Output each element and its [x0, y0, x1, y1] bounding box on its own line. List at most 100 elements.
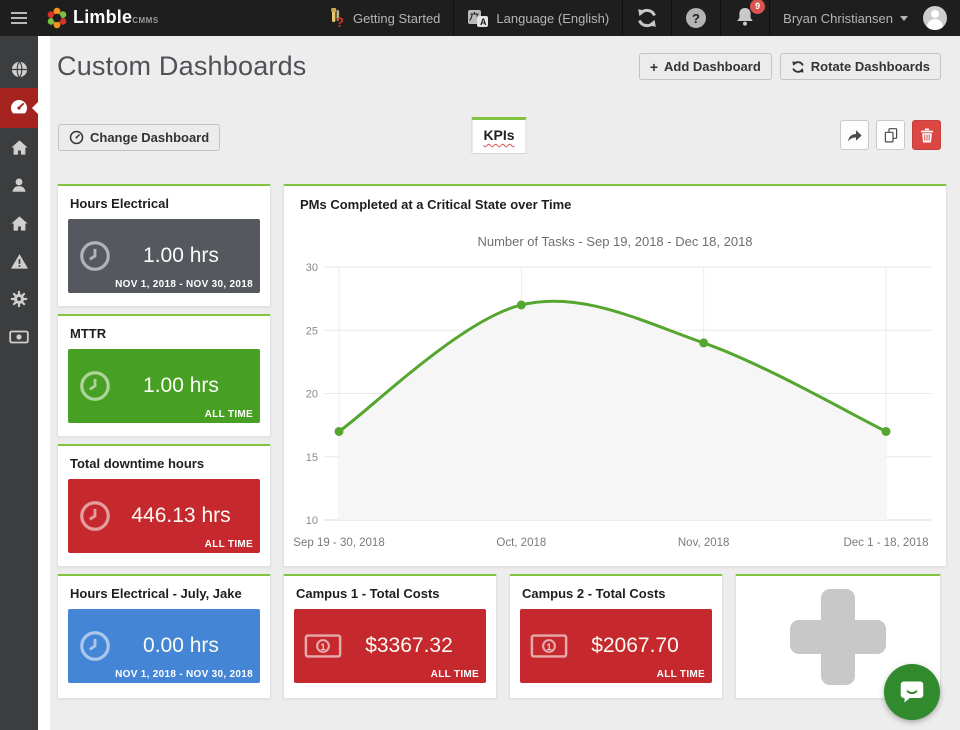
svg-text:30: 30 [306, 262, 318, 274]
home-icon [10, 139, 28, 155]
rotate-dashboards-label: Rotate Dashboards [810, 59, 930, 74]
sidebar-item-home[interactable] [0, 128, 38, 166]
svg-text:?: ? [692, 11, 700, 26]
kpi-value: $2067.70 [591, 634, 679, 657]
kpi-value: 0.00 hrs [143, 634, 219, 657]
sidebar-item-problems[interactable] [0, 242, 38, 280]
rotate-dashboards-button[interactable]: Rotate Dashboards [779, 53, 941, 80]
clock-icon [78, 499, 112, 533]
money-bill-icon: 1 [530, 633, 568, 659]
chevron-down-icon [900, 15, 908, 25]
dashboards-icon [11, 100, 27, 117]
clock-icon [78, 369, 112, 403]
language-selector[interactable]: A Language (English) [453, 0, 622, 36]
add-dashboard-button[interactable]: + Add Dashboard [638, 53, 772, 80]
help-button[interactable]: ? [671, 0, 720, 36]
svg-text:25: 25 [306, 325, 318, 337]
kpi-value: 446.13 hrs [131, 504, 231, 527]
sidebar-item-global[interactable] [0, 50, 38, 88]
sidebar-gutter [38, 36, 50, 730]
chart-title: PMs Completed at a Critical State over T… [300, 197, 572, 212]
notifications-button[interactable]: 9 [720, 0, 769, 36]
svg-text:20: 20 [306, 389, 318, 401]
widget-title: Hours Electrical [70, 196, 169, 211]
language-label: Language (English) [496, 10, 610, 26]
active-notch [25, 101, 39, 115]
widget-hours-electrical-july[interactable]: Hours Electrical - July, Jake 0.00 hrs N… [57, 574, 271, 699]
kpi-period: ALL TIME [204, 539, 253, 550]
svg-text:1: 1 [320, 642, 326, 653]
sidebar-item-dashboards[interactable] [0, 88, 39, 128]
kpi-tile: 1 $3367.32 ALL TIME [294, 609, 486, 683]
line-chart[interactable]: 10 15 20 25 30 Sep 19 - 30, 2018 Oct, 2018 Nov,… [293, 255, 932, 563]
kpi-tile: 1.00 hrs ALL TIME [68, 349, 260, 423]
widget-title: Campus 1 - Total Costs [296, 586, 440, 601]
menu-hamburger-icon[interactable] [0, 0, 38, 36]
kpi-tile: 0.00 hrs NOV 1, 2018 - NOV 30, 2018 [68, 609, 260, 683]
clock-icon [78, 629, 112, 663]
getting-started-link[interactable]: ? Getting Started [313, 0, 453, 36]
svg-text:1: 1 [546, 642, 552, 653]
sidebar-item-users[interactable] [0, 166, 38, 204]
kpi-value: 1.00 hrs [143, 244, 219, 267]
delete-dashboard-button[interactable] [912, 120, 941, 150]
svg-text:Nov, 2018: Nov, 2018 [678, 537, 730, 549]
copy-icon [884, 127, 897, 142]
kpi-value: $3367.32 [365, 634, 453, 657]
plus-icon [790, 589, 886, 685]
main-content: Custom Dashboards + Add Dashboard Rotate… [50, 36, 960, 730]
sidebar-item-budgets[interactable] [0, 318, 38, 356]
svg-text:10: 10 [306, 515, 318, 527]
globe-icon [11, 60, 27, 78]
widget-title: Total downtime hours [70, 456, 205, 471]
avatar [923, 6, 947, 30]
clock-icon [78, 239, 112, 273]
kpi-value: 1.00 hrs [143, 374, 219, 397]
widget-total-downtime[interactable]: Total downtime hours 446.13 hrs ALL TIME [57, 444, 271, 567]
user-name: Bryan Christiansen [783, 10, 893, 26]
rotate-icon [792, 60, 804, 73]
svg-text:Dec 1 - 18, 2018: Dec 1 - 18, 2018 [843, 537, 928, 549]
refresh-button[interactable] [622, 0, 671, 36]
widget-mttr[interactable]: MTTR 1.00 hrs ALL TIME [57, 314, 271, 437]
limble-logo[interactable]: Limble CMMS [46, 7, 159, 29]
sidebar-item-settings[interactable] [0, 280, 38, 318]
user-icon [12, 178, 26, 192]
kpi-period: ALL TIME [204, 409, 253, 420]
kpi-period: NOV 1, 2018 - NOV 30, 2018 [115, 669, 253, 680]
page-title: Custom Dashboards [57, 51, 307, 81]
change-dashboard-label: Change Dashboard [90, 130, 210, 145]
svg-text:?: ? [335, 14, 344, 29]
user-menu[interactable]: Bryan Christiansen [769, 0, 921, 36]
widget-campus1-costs[interactable]: Campus 1 - Total Costs 1 $3367.32 ALL TI… [283, 574, 497, 699]
svg-text:15: 15 [306, 452, 318, 464]
copy-dashboard-button[interactable] [876, 120, 905, 150]
add-widget-button[interactable] [735, 574, 941, 699]
chat-bubble-icon [900, 681, 924, 703]
building-icon [10, 215, 28, 231]
add-dashboard-label: Add Dashboard [664, 59, 761, 74]
svg-text:Sep 19 - 30, 2018: Sep 19 - 30, 2018 [293, 537, 384, 549]
left-sidebar [0, 36, 39, 730]
share-dashboard-button[interactable] [840, 120, 869, 150]
widget-campus2-costs[interactable]: Campus 2 - Total Costs 1 $2067.70 ALL TI… [509, 574, 723, 699]
dashboard-icon [69, 130, 84, 145]
sidebar-item-locations[interactable] [0, 204, 38, 242]
trash-icon [920, 128, 933, 143]
change-dashboard-button[interactable]: Change Dashboard [58, 124, 221, 151]
widget-hours-electrical[interactable]: Hours Electrical 1.00 hrs NOV 1, 2018 - … [57, 184, 271, 307]
bell-icon [737, 7, 753, 26]
avatar-button[interactable] [921, 0, 960, 36]
tab-kpis-label: KPIs [483, 127, 515, 143]
widget-title: MTTR [70, 326, 107, 341]
tools-icon: ? [331, 8, 344, 29]
limble-gear-icon [47, 7, 67, 29]
kpi-tile: 1.00 hrs NOV 1, 2018 - NOV 30, 2018 [68, 219, 260, 293]
money-bill-icon: 1 [304, 633, 342, 659]
warning-icon [10, 253, 28, 269]
widget-pms-chart: PMs Completed at a Critical State over T… [283, 184, 947, 567]
kpi-tile: 1 $2067.70 ALL TIME [520, 609, 712, 683]
chat-widget-button[interactable] [884, 664, 940, 720]
tab-kpis[interactable]: KPIs [471, 117, 527, 154]
kpi-period: ALL TIME [430, 669, 479, 680]
